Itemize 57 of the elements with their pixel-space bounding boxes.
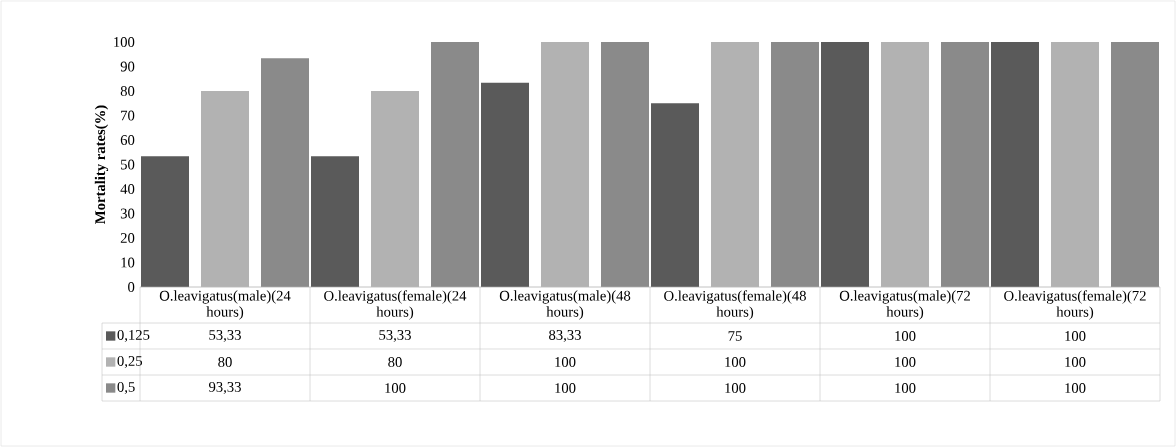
y-tick-label: 70 xyxy=(121,110,135,121)
bar xyxy=(541,42,590,287)
data-label: 100 xyxy=(895,331,916,341)
y-tick-label: 80 xyxy=(120,86,135,96)
data-label: 100 xyxy=(1065,383,1086,393)
y-axis-title: Mortality rates(%) xyxy=(94,105,109,224)
x-tick-label: O.leavigatus(male)(48 hours) xyxy=(499,290,631,320)
bar xyxy=(431,42,480,287)
y-tick-label: 60 xyxy=(120,135,135,145)
y-tick-label: 0 xyxy=(128,282,135,292)
bar xyxy=(141,156,189,287)
bar xyxy=(601,42,650,287)
y-tick-label: 30 xyxy=(120,208,135,219)
y-tick-label: 10 xyxy=(121,257,135,268)
data-label: 80 xyxy=(218,357,232,367)
data-label: 100 xyxy=(725,383,746,393)
bar xyxy=(1111,42,1160,287)
data-label: 100 xyxy=(555,383,576,393)
y-tick-label: 50 xyxy=(121,159,135,170)
data-label: 100 xyxy=(555,357,576,367)
bar xyxy=(991,42,1040,287)
x-tick-label: O.leavigatus(male)(72 hours) xyxy=(839,290,970,320)
bar xyxy=(371,91,420,287)
bar xyxy=(941,42,990,287)
legend-label: 0,25 xyxy=(117,356,143,369)
bar xyxy=(311,156,360,287)
data-label: 93,33 xyxy=(208,382,241,394)
x-tick-label: O.leavigatus(female)(24 hours) xyxy=(324,290,467,320)
data-label: 100 xyxy=(1065,357,1086,367)
legend-label: 0,5 xyxy=(117,382,135,395)
data-label: 53,33 xyxy=(209,330,241,342)
bar xyxy=(651,103,699,287)
y-tick-label: 40 xyxy=(120,184,135,194)
x-tick-label: O.leavigatus(female)(48 hours) xyxy=(664,290,806,320)
bar xyxy=(881,42,930,287)
x-tick-label: O.leavigatus(male)(24 hours) xyxy=(159,290,291,320)
bar xyxy=(711,42,759,287)
x-tick-label: O.leavigatus(female)(72 hours) xyxy=(1004,290,1146,320)
bar xyxy=(261,58,310,287)
y-tick-label: 20 xyxy=(120,233,135,243)
bar xyxy=(771,42,819,287)
data-label: 100 xyxy=(1065,331,1086,341)
data-label: 83,33 xyxy=(549,330,581,343)
bar xyxy=(821,42,870,287)
data-label: 100 xyxy=(895,357,916,367)
bar xyxy=(1051,42,1100,287)
data-label: 100 xyxy=(725,357,746,367)
bar xyxy=(201,91,249,287)
data-label: 100 xyxy=(895,383,916,393)
y-tick-label: 100 xyxy=(114,37,135,47)
data-label: 80 xyxy=(388,357,402,367)
data-label: 75 xyxy=(728,331,742,341)
data-label: 100 xyxy=(385,383,406,393)
bar xyxy=(481,82,530,287)
y-tick-label: 90 xyxy=(120,61,135,72)
data-label: 53,33 xyxy=(379,330,411,342)
legend-label: 0,125 xyxy=(117,330,150,343)
